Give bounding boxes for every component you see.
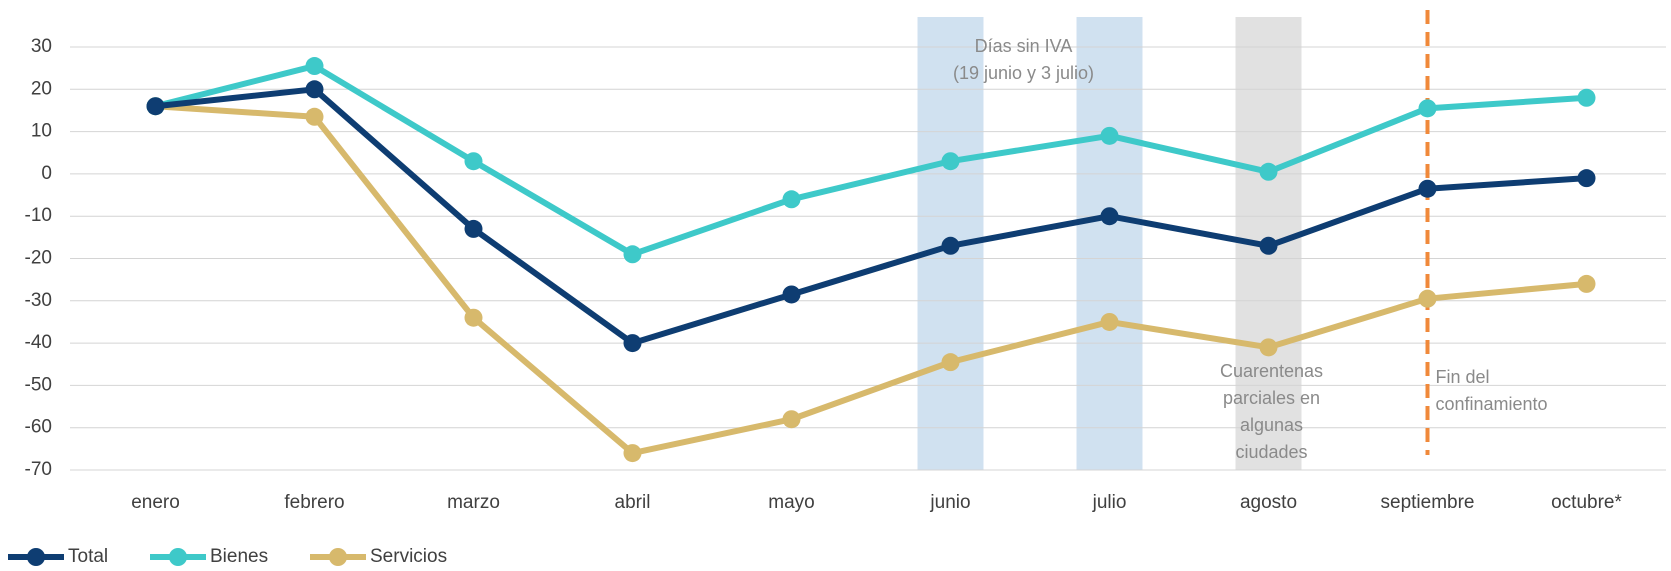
point (305, 107, 324, 126)
x-tick-label: mayo (768, 492, 814, 513)
annotation: algunas (1240, 415, 1303, 435)
point (941, 236, 960, 255)
x-tick-label: febrero (284, 492, 344, 513)
point (623, 444, 642, 463)
point (305, 80, 324, 99)
point (305, 57, 324, 76)
annotation: (19 junio y 3 julio) (953, 63, 1094, 83)
point (782, 285, 801, 304)
x-tick-label: enero (131, 492, 180, 513)
point (1259, 162, 1278, 181)
point (782, 410, 801, 429)
legend-label: Servicios (370, 546, 447, 567)
series-line (155, 86, 1587, 347)
point (623, 334, 642, 353)
y-tick-label: 30 (31, 36, 52, 57)
point (1100, 207, 1119, 226)
legend-marker (27, 548, 45, 566)
annotation: Cuarentenas (1220, 361, 1323, 381)
y-tick-label: 0 (41, 163, 52, 184)
x-tick-label: agosto (1240, 492, 1297, 513)
legend-marker (169, 548, 187, 566)
y-tick-label: 20 (31, 78, 52, 99)
y-tick-label: 10 (31, 121, 52, 142)
x-tick-label: marzo (447, 492, 500, 513)
x-tick-label: septiembre (1381, 492, 1475, 513)
period-band (1076, 17, 1143, 470)
series-line (155, 103, 1587, 457)
x-tick-label: julio (1092, 492, 1127, 513)
y-tick-label: -60 (25, 417, 52, 438)
point (1100, 312, 1119, 331)
point (1577, 169, 1596, 188)
y-tick-label: -10 (25, 205, 52, 226)
point (1577, 88, 1596, 107)
point (941, 353, 960, 372)
annotation: parciales en (1223, 388, 1320, 408)
series-line (154, 63, 1587, 258)
y-tick-label: -40 (25, 332, 52, 353)
point (464, 308, 483, 327)
point (1418, 289, 1437, 308)
x-tick-label: abril (615, 492, 651, 513)
x-tick-label: octubre* (1551, 492, 1622, 513)
point (146, 97, 165, 116)
point (1577, 274, 1596, 293)
point (941, 152, 960, 171)
annotation: ciudades (1235, 442, 1307, 462)
point (1418, 179, 1437, 198)
annotation: Días sin IVA (975, 36, 1073, 56)
legend-label: Bienes (210, 546, 268, 567)
point (1259, 236, 1278, 255)
point (1259, 338, 1278, 357)
point (782, 190, 801, 209)
y-tick-label: -30 (25, 290, 52, 311)
point (623, 245, 642, 264)
annotation: Fin del (1436, 367, 1490, 387)
y-tick-label: -50 (25, 374, 52, 395)
legend-label: Total (68, 546, 108, 567)
point (464, 152, 483, 171)
y-tick-label: -20 (25, 248, 52, 269)
x-tick-label: junio (929, 492, 970, 513)
annotation: confinamiento (1436, 394, 1548, 414)
point (464, 219, 483, 238)
legend-marker (329, 548, 347, 566)
point (1418, 99, 1437, 118)
point (1100, 126, 1119, 145)
y-tick-label: -70 (25, 459, 52, 480)
